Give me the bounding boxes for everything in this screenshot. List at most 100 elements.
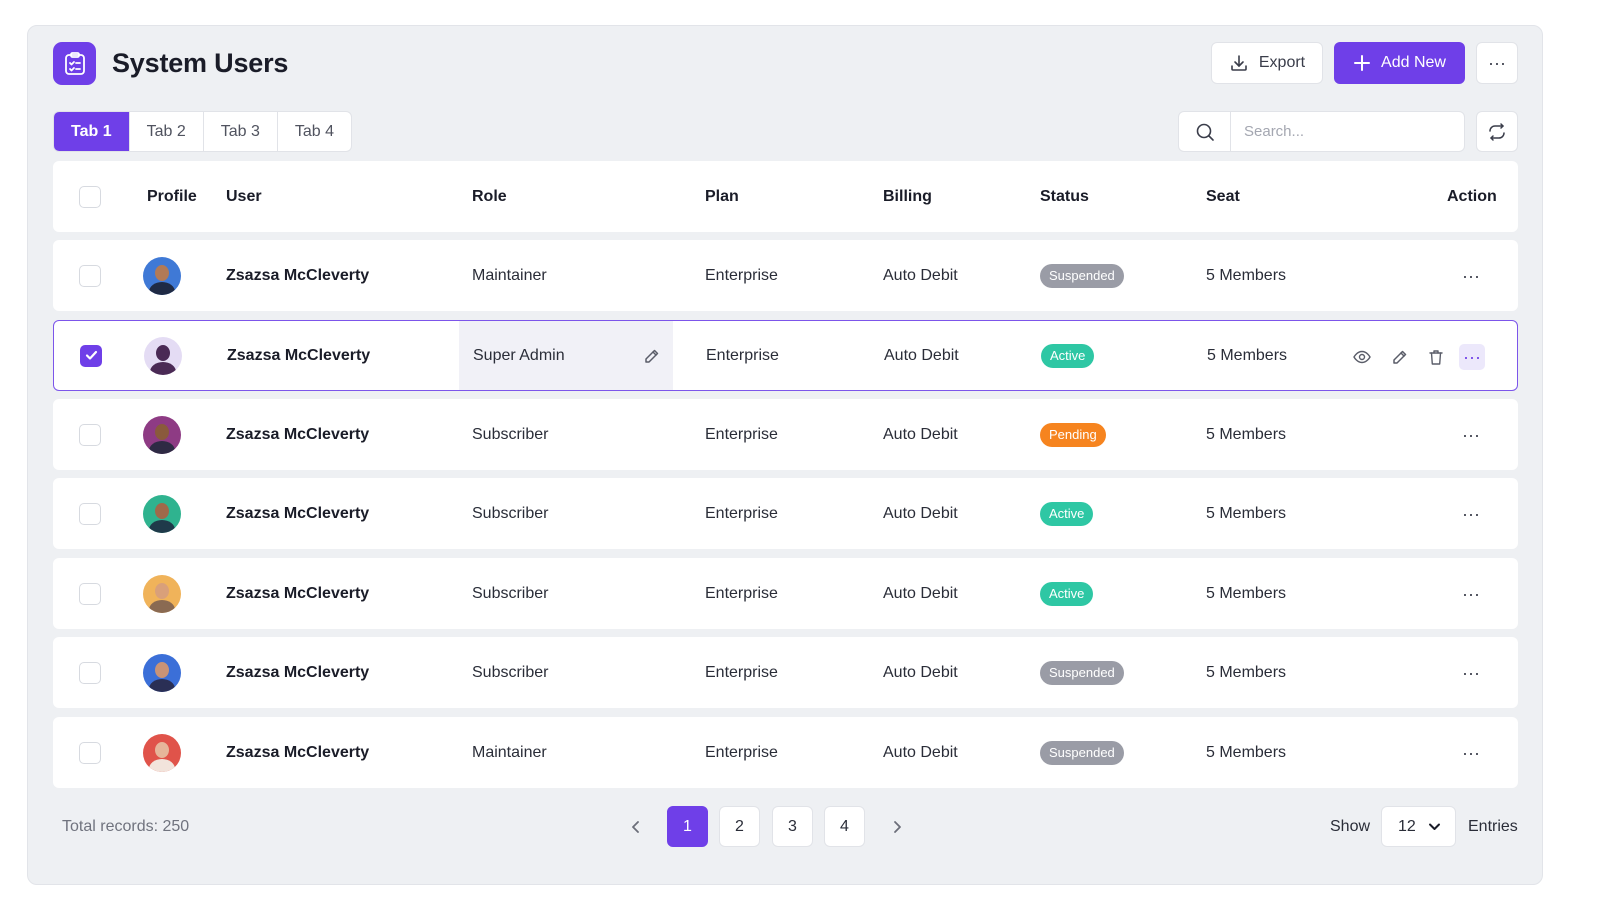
plan-value: Enterprise [705, 266, 778, 284]
next-page-button[interactable] [885, 806, 909, 847]
table-row[interactable]: Zsazsa McCleverty Maintainer Enterprise Aut… [53, 240, 1518, 311]
status-cell: Active [1041, 321, 1095, 390]
status-cell: Suspended [1040, 717, 1124, 788]
row-select [79, 399, 101, 470]
billing-value: Auto Debit [883, 584, 958, 602]
chevron-left-icon [632, 820, 639, 833]
row-more-options-icon[interactable]: ··· [1462, 265, 1480, 286]
table-row[interactable]: Zsazsa McCleverty Maintainer Enterprise Aut… [53, 717, 1518, 788]
row-checkbox[interactable] [79, 661, 101, 684]
edit-pencil-icon[interactable] [1388, 346, 1410, 368]
status-cell: Suspended [1040, 637, 1124, 708]
row-select [79, 717, 101, 788]
more-options-button[interactable]: ··· [1476, 42, 1518, 84]
user-name: Zsazsa McCleverty [226, 425, 370, 443]
search-icon[interactable] [1179, 112, 1231, 151]
table-row[interactable]: Zsazsa McCleverty Subscriber Enterprise Aut… [53, 478, 1518, 549]
row-select [79, 637, 101, 708]
tab-2[interactable]: Tab 2 [130, 112, 204, 151]
column-seat: Seat [1206, 187, 1240, 205]
column-status: Status [1040, 187, 1089, 205]
row-more-options-icon[interactable]: ··· [1462, 424, 1480, 445]
page-button-3[interactable]: 3 [772, 806, 813, 847]
avatar [143, 256, 181, 295]
column-profile: Profile [147, 187, 197, 205]
previous-page-button[interactable] [624, 806, 648, 847]
seat-value: 5 Members [1206, 266, 1287, 284]
row-more-options-icon[interactable]: ··· [1459, 344, 1485, 370]
column-billing: Billing [883, 187, 932, 205]
table-row[interactable]: Zsazsa McCleverty Super Admin Enterprise Au… [53, 320, 1518, 391]
row-more-options-icon[interactable]: ··· [1462, 742, 1480, 763]
add-new-label: Add New [1381, 54, 1446, 71]
profile-cell [143, 558, 181, 629]
tab-4[interactable]: Tab 4 [294, 122, 335, 140]
chevron-right-icon [894, 820, 901, 833]
tab-3[interactable]: Tab 3 [204, 112, 278, 151]
view-eye-icon[interactable] [1351, 346, 1373, 368]
entries-select[interactable]: 12 [1381, 806, 1456, 847]
status-badge: Active [1041, 343, 1095, 368]
more-horizontal-icon: ··· [1488, 52, 1506, 73]
status-cell: Suspended [1040, 240, 1124, 311]
profile-cell [143, 399, 181, 470]
delete-trash-icon[interactable] [1425, 346, 1447, 368]
avatar [143, 733, 181, 772]
page-button-1[interactable]: 1 [667, 806, 708, 847]
row-more-options-icon[interactable]: ··· [1462, 662, 1480, 683]
system-users-panel: System Users Export Add New ··· Tab 1 Ta… [27, 25, 1543, 885]
plan-value: Enterprise [706, 346, 779, 364]
user-name: Zsazsa McCleverty [226, 584, 370, 602]
status-cell: Pending [1040, 399, 1106, 470]
select-all-checkbox[interactable] [79, 185, 101, 208]
row-checkbox[interactable] [79, 741, 101, 764]
page-button-2[interactable]: 2 [719, 806, 760, 847]
avatar [143, 574, 181, 613]
seat-value: 5 Members [1206, 504, 1287, 522]
total-records: Total records: 250 [62, 818, 190, 835]
row-checkbox[interactable] [79, 582, 101, 605]
show-label: Show [1330, 818, 1371, 835]
search-input[interactable] [1231, 112, 1464, 151]
row-more-options-icon[interactable]: ··· [1462, 583, 1480, 604]
role-value: Subscriber [472, 584, 549, 602]
role-value: Subscriber [472, 504, 549, 522]
table-row[interactable]: Zsazsa McCleverty Subscriber Enterprise Aut… [53, 558, 1518, 629]
add-new-button[interactable]: Add New [1334, 42, 1465, 84]
profile-cell [143, 717, 181, 788]
chevron-down-icon [1428, 823, 1440, 830]
row-checkbox[interactable] [79, 423, 101, 446]
page-button-4[interactable]: 4 [824, 806, 865, 847]
download-icon [1231, 55, 1247, 71]
billing-value: Auto Debit [883, 266, 958, 284]
profile-cell [143, 478, 181, 549]
export-button[interactable]: Export [1211, 42, 1323, 84]
table-row[interactable]: Zsazsa McCleverty Subscriber Enterprise Aut… [53, 399, 1518, 470]
row-select [80, 321, 102, 390]
user-name: Zsazsa McCleverty [226, 504, 370, 522]
tab-1[interactable]: Tab 1 [54, 112, 130, 151]
plan-value: Enterprise [705, 504, 778, 522]
row-more-options-icon[interactable]: ··· [1462, 503, 1480, 524]
row-checkbox[interactable] [79, 264, 101, 287]
row-checkbox[interactable] [79, 502, 101, 525]
profile-cell [143, 240, 181, 311]
refresh-button[interactable] [1476, 111, 1518, 152]
table-row[interactable]: Zsazsa McCleverty Subscriber Enterprise Aut… [53, 637, 1518, 708]
column-user: User [226, 187, 262, 205]
avatar [143, 653, 181, 692]
select-all [79, 161, 101, 232]
row-checkbox[interactable] [80, 344, 102, 367]
plan-value: Enterprise [705, 425, 778, 443]
seat-value: 5 Members [1207, 346, 1288, 364]
seat-value: 5 Members [1206, 584, 1287, 602]
row-select [79, 558, 101, 629]
role-value: Super Admin [473, 346, 565, 364]
refresh-icon [1489, 122, 1505, 141]
role-value: Subscriber [472, 663, 549, 681]
edit-role-pencil-icon[interactable] [640, 345, 662, 367]
role-edit-cell[interactable]: Super Admin [459, 321, 673, 390]
user-name: Zsazsa McCleverty [226, 663, 370, 681]
billing-value: Auto Debit [884, 346, 959, 364]
avatar [143, 494, 181, 533]
